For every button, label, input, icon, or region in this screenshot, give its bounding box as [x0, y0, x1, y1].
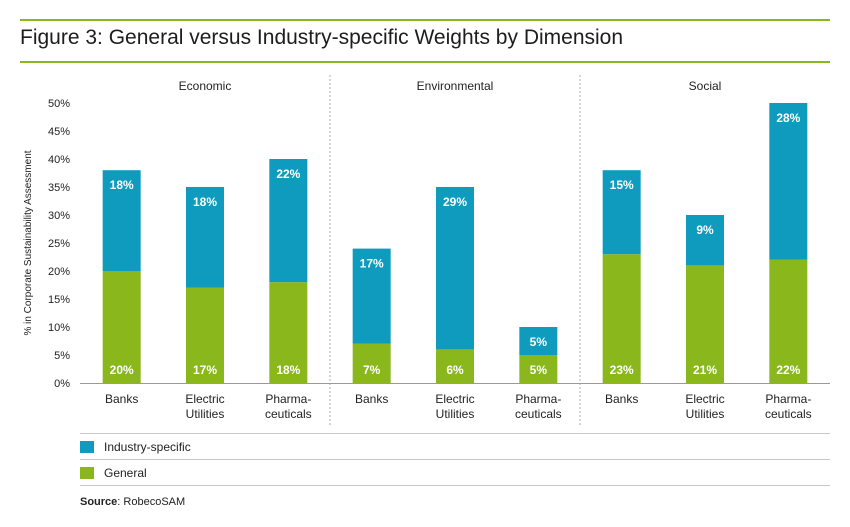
y-axis-label: % in Corporate Sustainability Assessment — [23, 150, 34, 335]
data-label-general: 21% — [693, 363, 717, 377]
x-tick-label: Banks — [605, 392, 638, 406]
data-label-general: 5% — [530, 363, 548, 377]
legend-divider-bottom — [80, 485, 830, 486]
data-label-industry-specific: 9% — [696, 223, 714, 237]
y-tick-label: 5% — [54, 350, 70, 362]
x-tick-label: Electric — [685, 392, 724, 406]
bar-industry-specific — [519, 327, 558, 355]
bar-industry-specific — [269, 159, 308, 283]
data-label-industry-specific: 18% — [110, 178, 134, 192]
bar-general — [436, 349, 474, 383]
group-header: Environmental — [417, 79, 494, 93]
data-label-general: 23% — [610, 363, 634, 377]
data-label-industry-specific: 17% — [360, 257, 384, 271]
bar-general — [269, 282, 308, 383]
bar-general — [186, 287, 224, 383]
group-header: Economic — [179, 79, 232, 93]
data-label-general: 22% — [776, 363, 800, 377]
legend-divider-middle — [80, 459, 830, 460]
x-tick-label: Banks — [355, 392, 388, 406]
data-label-industry-specific: 5% — [530, 335, 548, 349]
source-note: Source: RobecoSAM — [80, 496, 185, 508]
bar-industry-specific — [352, 248, 391, 344]
legend-swatch-general — [80, 467, 94, 479]
y-tick-label: 20% — [48, 266, 70, 278]
group-header: Social — [689, 79, 722, 93]
legend-divider-top — [80, 433, 830, 434]
x-tick-label: ceuticals — [515, 407, 562, 421]
legend-swatch-industry-specific — [80, 441, 94, 453]
x-tick-label: Pharma- — [265, 392, 311, 406]
data-label-industry-specific: 29% — [443, 195, 467, 209]
y-tick-label: 45% — [48, 126, 70, 138]
x-tick-label: Electric — [185, 392, 224, 406]
bar-general — [102, 271, 141, 383]
y-tick-label: 40% — [48, 154, 70, 166]
y-tick-label: 30% — [48, 210, 70, 222]
y-tick-label: 15% — [48, 294, 70, 306]
x-tick-label: Pharma- — [765, 392, 811, 406]
data-label-industry-specific: 15% — [610, 178, 634, 192]
bar-general — [769, 259, 808, 383]
data-label-general: 6% — [446, 363, 464, 377]
data-label-general: 17% — [193, 363, 217, 377]
data-label-general: 18% — [276, 363, 300, 377]
y-tick-label: 0% — [54, 378, 70, 390]
y-tick-label: 10% — [48, 322, 70, 334]
data-label-industry-specific: 18% — [193, 195, 217, 209]
bar-general — [602, 254, 641, 383]
title-rule — [20, 61, 830, 63]
data-label-general: 20% — [110, 363, 134, 377]
bar-industry-specific — [436, 187, 474, 350]
bar-industry-specific — [769, 103, 808, 260]
x-tick-label: Utilities — [186, 407, 225, 421]
legend-label-general: General — [104, 466, 147, 480]
bar-general — [686, 265, 724, 383]
bar-industry-specific — [602, 170, 641, 255]
y-tick-label: 25% — [48, 238, 70, 250]
x-tick-label: Electric — [435, 392, 474, 406]
x-tick-label: ceuticals — [265, 407, 312, 421]
x-tick-label: Banks — [105, 392, 138, 406]
data-label-industry-specific: 22% — [276, 167, 300, 181]
x-tick-label: ceuticals — [765, 407, 812, 421]
bar-industry-specific — [686, 215, 724, 266]
bar-general — [352, 343, 391, 383]
bar-industry-specific — [102, 170, 141, 271]
data-label-industry-specific: 28% — [776, 111, 800, 125]
y-tick-label: 35% — [48, 182, 70, 194]
chart-title: Figure 3: General versus Industry-specif… — [20, 26, 624, 49]
x-tick-label: Pharma- — [515, 392, 561, 406]
bar-industry-specific — [186, 187, 224, 288]
bar-general — [519, 355, 558, 383]
legend-label-industry-specific: Industry-specific — [104, 440, 191, 454]
source-value: : RobecoSAM — [117, 496, 186, 508]
source-label: Source — [80, 496, 118, 508]
data-label-general: 7% — [363, 363, 381, 377]
x-tick-label: Utilities — [686, 407, 725, 421]
y-tick-label: 50% — [48, 98, 70, 110]
top-rule — [20, 19, 830, 21]
x-tick-label: Utilities — [436, 407, 475, 421]
